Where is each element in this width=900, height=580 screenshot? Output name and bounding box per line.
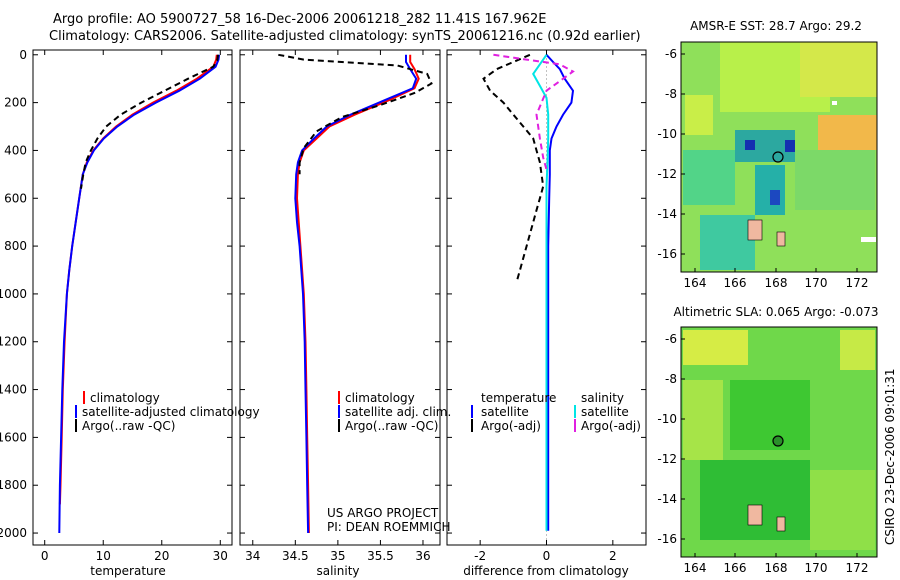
map-x-tick-label: 170: [805, 276, 828, 290]
map-y-tick-label: -8: [665, 372, 677, 386]
legend-label: satellite adj. clim.: [345, 405, 451, 419]
y-tick-label: 400: [4, 143, 27, 157]
map-y-tick-label: -10: [657, 412, 677, 426]
legend-label: climatology: [90, 391, 160, 405]
temperature-panel-frame: [32, 49, 233, 546]
legend-label: Argo(..raw -QC): [82, 419, 175, 433]
y-tick-label: 1200: [0, 335, 27, 349]
sla-map-title: Altimetric SLA: 0.065 Argo: -0.073: [673, 305, 878, 319]
x-tick-label: 10: [96, 549, 111, 563]
x-tick-label: 0: [41, 549, 49, 563]
x-tick-label: 30: [213, 549, 228, 563]
series-line-climatology: [58, 54, 218, 505]
map-y-tick-label: -12: [657, 167, 677, 181]
map-x-tick-label: 172: [846, 276, 869, 290]
temperature-plot: 0 10 20 30: [33, 50, 232, 563]
series-line-satellite-adj-clim-: [294, 54, 418, 534]
map-y-tick-label: -16: [657, 247, 677, 261]
map-x-tick-label: 166: [724, 276, 747, 290]
y-tick-label: 600: [4, 191, 27, 205]
temperature-legend: climatology satellite-adjusted climatolo…: [75, 391, 260, 433]
map-x-tick-label: 164: [684, 561, 707, 575]
y-tick-label: 1800: [0, 478, 27, 492]
x-tick-label: 35: [330, 549, 345, 563]
y-tick-label: 1000: [0, 287, 27, 301]
salinity-panel-frame: [239, 49, 441, 546]
map-x-tick-label: 170: [805, 561, 828, 575]
legend-label: satellite: [481, 405, 529, 419]
y-tick-label: 1600: [0, 430, 27, 444]
map-x-tick-label: 166: [724, 561, 747, 575]
legend-label: Argo(..raw -QC): [345, 419, 438, 433]
difference-plot: -2 0 2: [447, 50, 646, 563]
sla-map: [680, 326, 878, 558]
legend-label: Argo(-adj): [481, 419, 541, 433]
difference-xlabel: difference from climatology: [463, 564, 629, 578]
x-tick-label: 0: [543, 549, 551, 563]
x-tick-label: 36: [415, 549, 430, 563]
sla-map-axes: 164 166 168 170 172 -6 -8 -10 -12 -14 -16: [657, 332, 868, 575]
y-tick-label: 800: [4, 239, 27, 253]
series-line-climatology: [295, 54, 420, 534]
map-y-tick-label: -8: [665, 87, 677, 101]
map-x-tick-label: 168: [765, 561, 788, 575]
series-line-temperature-satellite: [545, 54, 575, 531]
map-y-tick-label: -16: [657, 532, 677, 546]
legend-label: satellite-adjusted climatology: [82, 405, 260, 419]
legend-label: satellite: [581, 405, 629, 419]
difference-legend: temperature satellite Argo(-adj) salinit…: [471, 391, 641, 433]
series-line-argo-raw-qc-: [80, 54, 219, 189]
series-line-argo-adj-salinity: [493, 53, 575, 170]
x-tick-label: 34.5: [282, 549, 309, 563]
sst-map-title: AMSR-E SST: 28.7 Argo: 29.2: [690, 19, 862, 33]
y-tick-label: 2000: [0, 526, 27, 540]
map-y-tick-label: -12: [657, 452, 677, 466]
depth-axis: 0 200 400 600 800 1000 1200 1400 1600 1800 2000: [0, 48, 27, 540]
x-tick-label: 35.5: [367, 549, 394, 563]
sst-map: [680, 41, 878, 273]
map-x-tick-label: 168: [765, 276, 788, 290]
y-tick-label: 0: [19, 48, 27, 62]
title-line-1: Argo profile: AO 5900727_58 16-Dec-2006 …: [53, 12, 547, 27]
series-line-argo-raw-qc-: [278, 53, 433, 175]
map-y-tick-label: -6: [665, 332, 677, 346]
series-line-argo-adj-temperature: [482, 53, 545, 283]
map-x-tick-label: 164: [684, 276, 707, 290]
credit-pi: PI: DEAN ROEMMICH: [327, 520, 450, 534]
legend-heading-salinity: salinity: [581, 391, 624, 405]
series-line-salinity-satellite: [532, 54, 550, 531]
map-x-tick-label: 172: [846, 561, 869, 575]
credit-project: US ARGO PROJECT: [327, 506, 439, 520]
legend-heading-temperature: temperature: [481, 391, 556, 405]
timestamp-stamp: CSIRO 23-Dec-2006 09:01:31: [883, 368, 897, 545]
map-y-tick-label: -14: [657, 207, 677, 221]
legend-label: climatology: [345, 391, 415, 405]
x-tick-label: -2: [474, 549, 486, 563]
sst-map-axes: 164 166 168 170 172 -6 -8 -10 -12 -14 -16: [657, 47, 868, 290]
map-y-tick-label: -14: [657, 492, 677, 506]
salinity-xlabel: salinity: [316, 564, 359, 578]
x-tick-label: 34: [245, 549, 260, 563]
x-tick-label: 20: [154, 549, 169, 563]
y-tick-label: 200: [4, 96, 27, 110]
y-tick-label: 1400: [0, 383, 27, 397]
salinity-plot: 34 34.5 35 35.5 36: [240, 50, 440, 563]
salinity-legend: climatology satellite adj. clim. Argo(..…: [338, 391, 451, 433]
x-tick-label: 2: [609, 549, 617, 563]
legend-label: Argo(-adj): [581, 419, 641, 433]
temperature-xlabel: temperature: [90, 564, 165, 578]
series-line-satellite-adjusted-climatology: [58, 54, 221, 534]
map-y-tick-label: -6: [665, 47, 677, 61]
title-line-2: Climatology: CARS2006. Satellite-adjuste…: [49, 29, 641, 44]
map-y-tick-label: -10: [657, 127, 677, 141]
